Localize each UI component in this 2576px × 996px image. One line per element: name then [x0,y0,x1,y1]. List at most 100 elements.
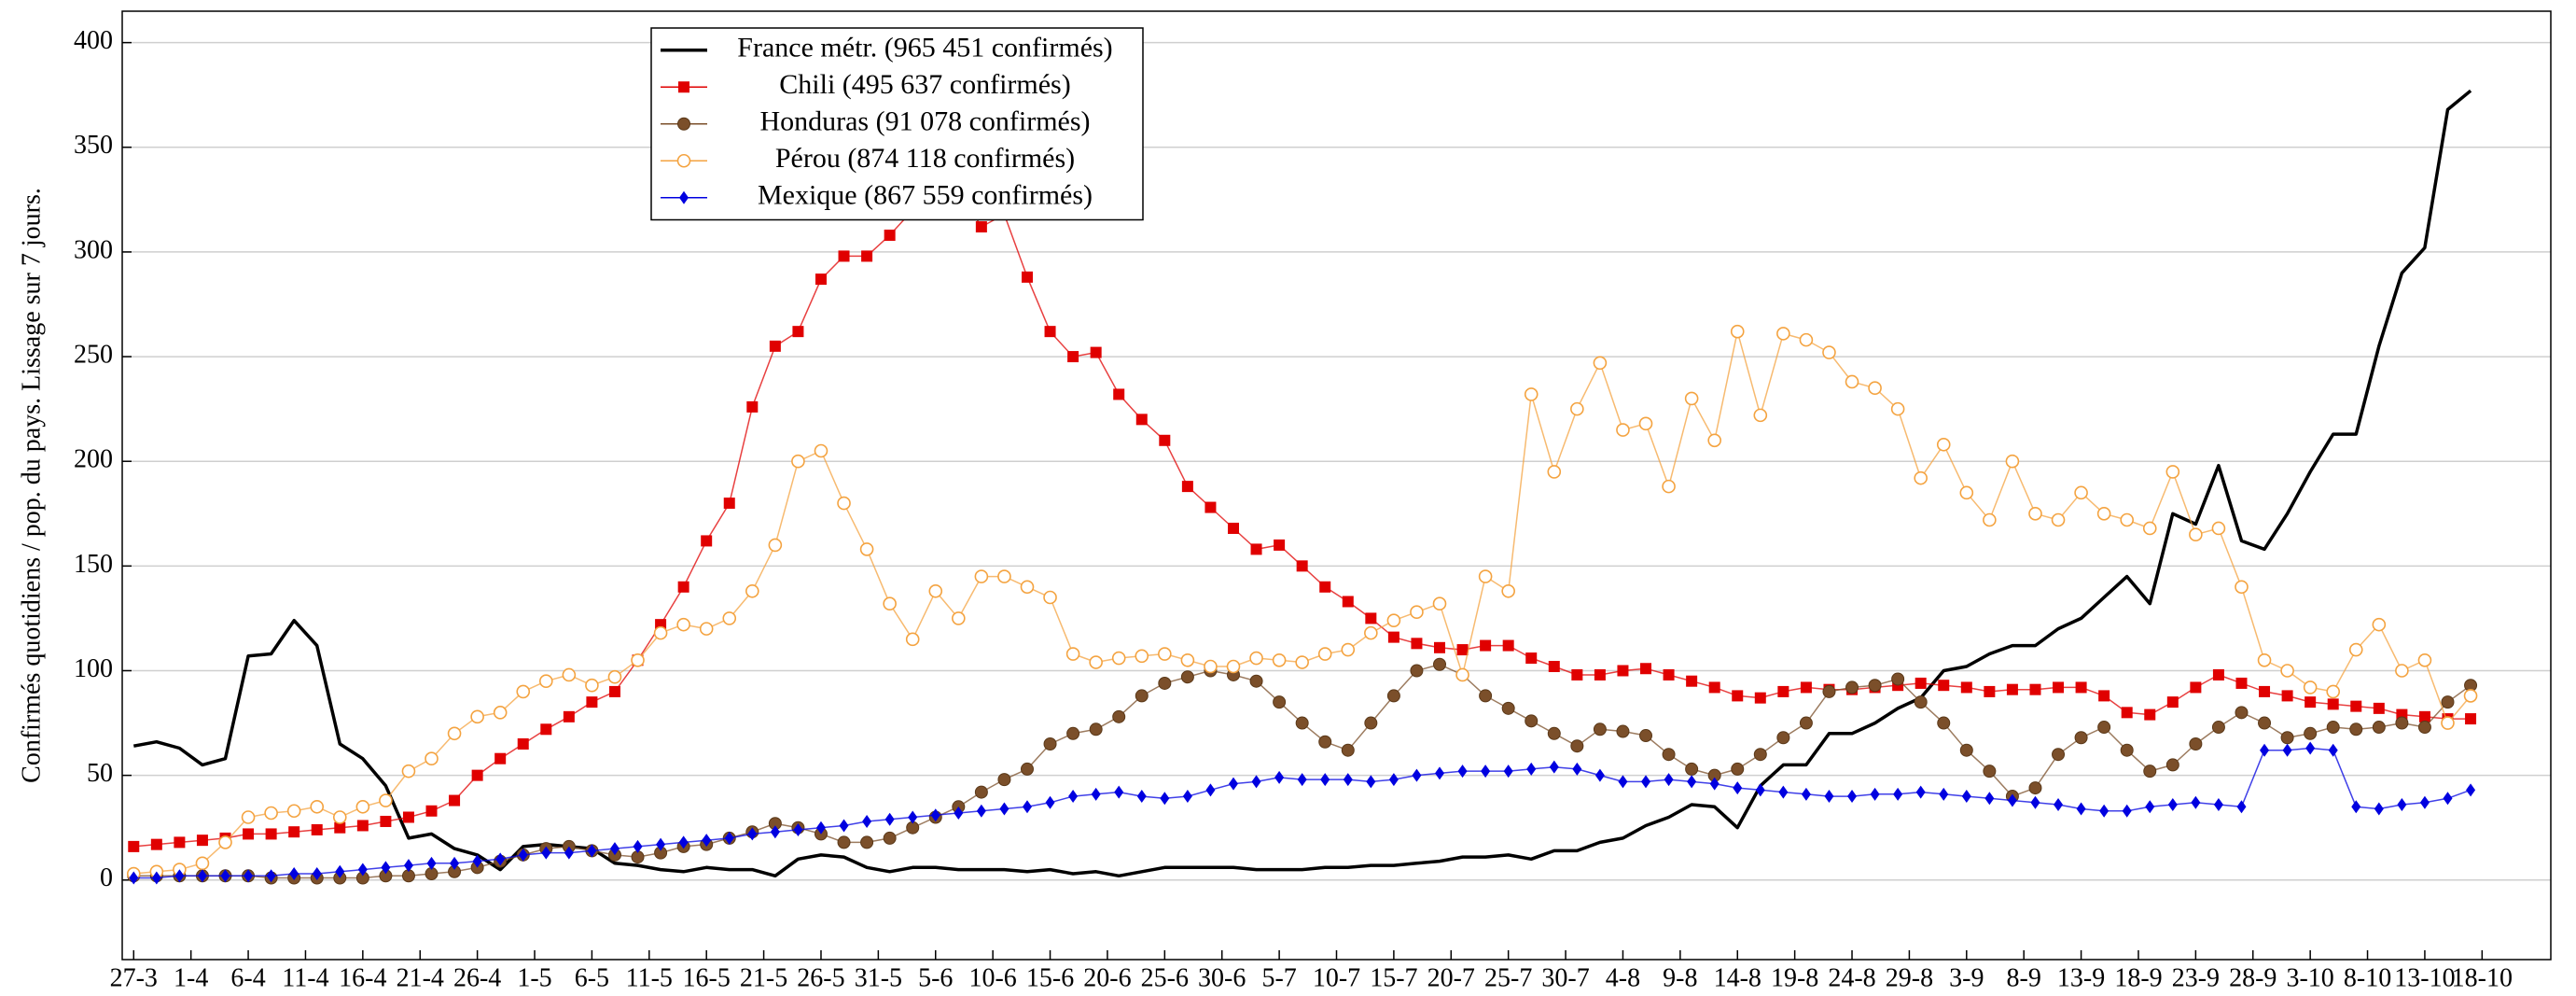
data-marker [2466,783,2476,797]
data-marker [1686,675,1698,687]
data-marker [2326,721,2340,735]
data-marker [286,804,301,819]
data-marker [1822,345,1836,359]
data-marker [1732,690,1744,702]
data-marker [1114,785,1124,799]
data-marker [1915,785,1926,799]
data-marker [1709,777,1720,791]
data-marker [541,846,551,860]
data-marker [1067,351,1079,363]
x-tick-label: 1-5 [517,963,551,992]
x-tick-label: 27-3 [110,963,158,992]
y-axis-label: Confirmés quotidiens / pop. du pays. Lis… [17,188,46,783]
data-marker [1594,768,1605,782]
data-marker [2190,681,2202,694]
data-marker [516,684,531,699]
data-marker [1915,677,1927,689]
data-marker [1341,642,1356,657]
data-marker [1227,522,1239,534]
data-marker [425,805,438,817]
data-marker [1503,765,1513,779]
data-marker [288,826,300,838]
data-marker [401,764,416,779]
data-marker [607,669,622,684]
data-marker [1204,659,1218,674]
data-marker [608,685,620,697]
data-marker [2191,795,2201,809]
series-line [133,330,2472,875]
data-marker [379,793,393,807]
data-marker [1158,676,1172,690]
data-marker [974,569,989,583]
data-marker [699,622,714,636]
data-marker [1937,716,1951,730]
data-marker [1617,665,1629,677]
data-marker [538,674,553,689]
data-marker [1434,641,1446,653]
data-marker [2235,677,2248,689]
data-marker [1664,773,1674,787]
data-marker [1180,652,1195,667]
data-marker [564,846,574,860]
data-marker [2028,506,2042,521]
data-marker [677,117,690,131]
x-tick-label: 30-6 [1198,963,1246,992]
data-marker [1480,639,1492,652]
data-marker [1091,787,1101,801]
y-tick-label: 0 [100,863,113,892]
data-marker [975,221,987,233]
data-marker [1135,689,1149,703]
data-marker [218,835,232,849]
data-marker [2463,689,2478,703]
y-tick-label: 350 [74,131,113,160]
legend-box [650,27,1144,221]
y-tick-label: 200 [74,445,113,474]
data-marker [676,153,691,168]
data-marker [2007,793,2017,807]
data-marker [631,652,645,667]
data-marker [1342,596,1354,608]
data-marker [1318,735,1332,749]
data-marker [2098,690,2110,702]
data-marker [1295,716,1309,730]
data-marker [356,820,369,832]
y-tick-label: 100 [74,654,113,683]
data-marker [1525,652,1538,665]
data-marker [1159,434,1171,446]
x-tick-label: 6-5 [575,963,609,992]
data-marker [472,854,482,868]
data-marker [1549,760,1559,774]
data-marker [289,867,299,881]
data-marker [1481,765,1491,779]
data-marker [997,569,1011,583]
data-marker [1801,787,1811,801]
data-marker [1433,657,1447,671]
x-tick-label: 26-4 [453,963,501,992]
data-marker [586,696,598,708]
data-marker [1364,625,1378,640]
x-tick-label: 11-5 [626,963,673,992]
data-marker [1890,401,1905,416]
data-marker [1570,401,1584,416]
x-tick-label: 21-4 [397,963,444,992]
data-marker [974,785,988,799]
data-marker [1457,765,1468,779]
data-marker [2235,706,2249,720]
x-tick-label: 25-7 [1484,963,1532,992]
x-tick-label: 8-10 [2344,963,2391,992]
data-marker [2397,798,2407,812]
data-marker [2096,506,2111,521]
data-marker [562,667,577,682]
data-marker [2303,680,2318,694]
legend-label: Chili (495 637 confirmés) [779,69,1070,100]
data-marker [1432,596,1447,611]
data-marker [1158,647,1172,661]
x-tick-label: 16-4 [339,963,386,992]
data-marker [2211,721,2225,735]
data-marker [2122,804,2132,818]
x-tick-label: 8-9 [2007,963,2041,992]
data-marker [2051,512,2066,527]
x-tick-label: 13-10 [2394,963,2455,992]
data-marker [1684,391,1699,406]
x-tick-label: 25-6 [1141,963,1189,992]
